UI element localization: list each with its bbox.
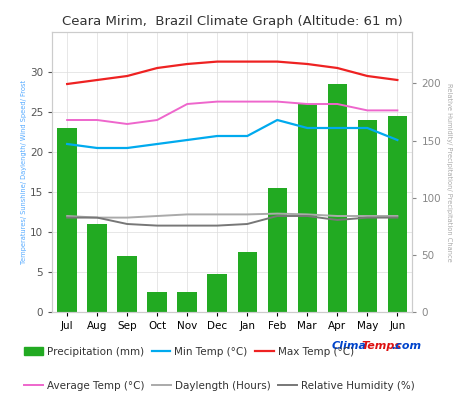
Min Temp (°C) — [365, 126, 370, 130]
Average Temp (°C) — [94, 118, 100, 122]
Bar — [267, 188, 287, 312]
Y-axis label: Temperatures/ Sunshine/ Daylength/ Wind Speed/ Frost: Temperatures/ Sunshine/ Daylength/ Wind … — [21, 80, 27, 264]
Line: Min Temp (°C): Min Temp (°C) — [67, 120, 397, 148]
Max Temp (°C) — [304, 62, 310, 66]
Relative Humidity (%) — [124, 222, 130, 226]
Max Temp (°C) — [94, 78, 100, 82]
Daylength (Hours) — [184, 212, 190, 217]
Max Temp (°C) — [184, 62, 190, 66]
Average Temp (°C) — [184, 102, 190, 106]
Text: Clima: Clima — [332, 341, 367, 351]
Min Temp (°C) — [274, 118, 280, 122]
Average Temp (°C) — [214, 99, 220, 104]
Daylength (Hours) — [94, 215, 100, 220]
Y-axis label: Relative Humidity/ Precipitation/ Precipitation Chance: Relative Humidity/ Precipitation/ Precip… — [446, 83, 452, 261]
Bar — [328, 84, 347, 312]
Relative Humidity (%) — [94, 215, 100, 220]
Bar — [177, 292, 197, 312]
Max Temp (°C) — [274, 59, 280, 64]
Bar — [87, 224, 107, 312]
Relative Humidity (%) — [335, 218, 340, 222]
Daylength (Hours) — [394, 214, 400, 218]
Min Temp (°C) — [155, 142, 160, 146]
Daylength (Hours) — [124, 215, 130, 220]
Max Temp (°C) — [335, 66, 340, 70]
Bar — [147, 292, 167, 312]
Min Temp (°C) — [304, 126, 310, 130]
Min Temp (°C) — [214, 134, 220, 138]
Average Temp (°C) — [245, 99, 250, 104]
Min Temp (°C) — [184, 138, 190, 142]
Relative Humidity (%) — [64, 215, 70, 220]
Line: Average Temp (°C): Average Temp (°C) — [67, 102, 397, 124]
Min Temp (°C) — [124, 146, 130, 150]
Max Temp (°C) — [64, 82, 70, 86]
Bar — [357, 120, 377, 312]
Bar — [57, 128, 77, 312]
Line: Max Temp (°C): Max Temp (°C) — [67, 62, 397, 84]
Bar — [237, 252, 257, 312]
Max Temp (°C) — [124, 74, 130, 78]
Average Temp (°C) — [365, 108, 370, 113]
Min Temp (°C) — [335, 126, 340, 130]
Daylength (Hours) — [64, 214, 70, 218]
Relative Humidity (%) — [245, 222, 250, 226]
Relative Humidity (%) — [214, 223, 220, 228]
Legend: Average Temp (°C), Daylength (Hours), Relative Humidity (%): Average Temp (°C), Daylength (Hours), Re… — [24, 381, 414, 391]
Relative Humidity (%) — [394, 215, 400, 220]
Average Temp (°C) — [155, 118, 160, 122]
Average Temp (°C) — [64, 118, 70, 122]
Line: Relative Humidity (%): Relative Humidity (%) — [67, 216, 397, 226]
Bar — [388, 116, 407, 312]
Average Temp (°C) — [304, 102, 310, 106]
Bar — [118, 256, 137, 312]
Relative Humidity (%) — [304, 214, 310, 218]
Relative Humidity (%) — [365, 215, 370, 220]
Average Temp (°C) — [335, 102, 340, 106]
Average Temp (°C) — [394, 108, 400, 113]
Daylength (Hours) — [155, 214, 160, 218]
Daylength (Hours) — [304, 212, 310, 217]
Bar — [208, 274, 227, 312]
Min Temp (°C) — [394, 138, 400, 142]
Max Temp (°C) — [155, 66, 160, 70]
Min Temp (°C) — [94, 146, 100, 150]
Daylength (Hours) — [365, 214, 370, 218]
Relative Humidity (%) — [184, 223, 190, 228]
Text: Temps: Temps — [361, 341, 401, 351]
Min Temp (°C) — [64, 142, 70, 146]
Max Temp (°C) — [394, 78, 400, 82]
Daylength (Hours) — [245, 212, 250, 217]
Max Temp (°C) — [214, 59, 220, 64]
Daylength (Hours) — [335, 214, 340, 218]
Relative Humidity (%) — [274, 214, 280, 218]
Bar — [298, 104, 317, 312]
Title: Ceara Mirim,  Brazil Climate Graph (Altitude: 61 m): Ceara Mirim, Brazil Climate Graph (Altit… — [62, 15, 402, 28]
Average Temp (°C) — [124, 122, 130, 126]
Average Temp (°C) — [274, 99, 280, 104]
Legend: Precipitation (mm), Min Temp (°C), Max Temp (°C): Precipitation (mm), Min Temp (°C), Max T… — [24, 347, 354, 357]
Text: .com: .com — [392, 341, 422, 351]
Relative Humidity (%) — [155, 223, 160, 228]
Daylength (Hours) — [214, 212, 220, 217]
Min Temp (°C) — [245, 134, 250, 138]
Max Temp (°C) — [245, 59, 250, 64]
Line: Daylength (Hours): Daylength (Hours) — [67, 214, 397, 218]
Max Temp (°C) — [365, 74, 370, 78]
Daylength (Hours) — [274, 211, 280, 216]
